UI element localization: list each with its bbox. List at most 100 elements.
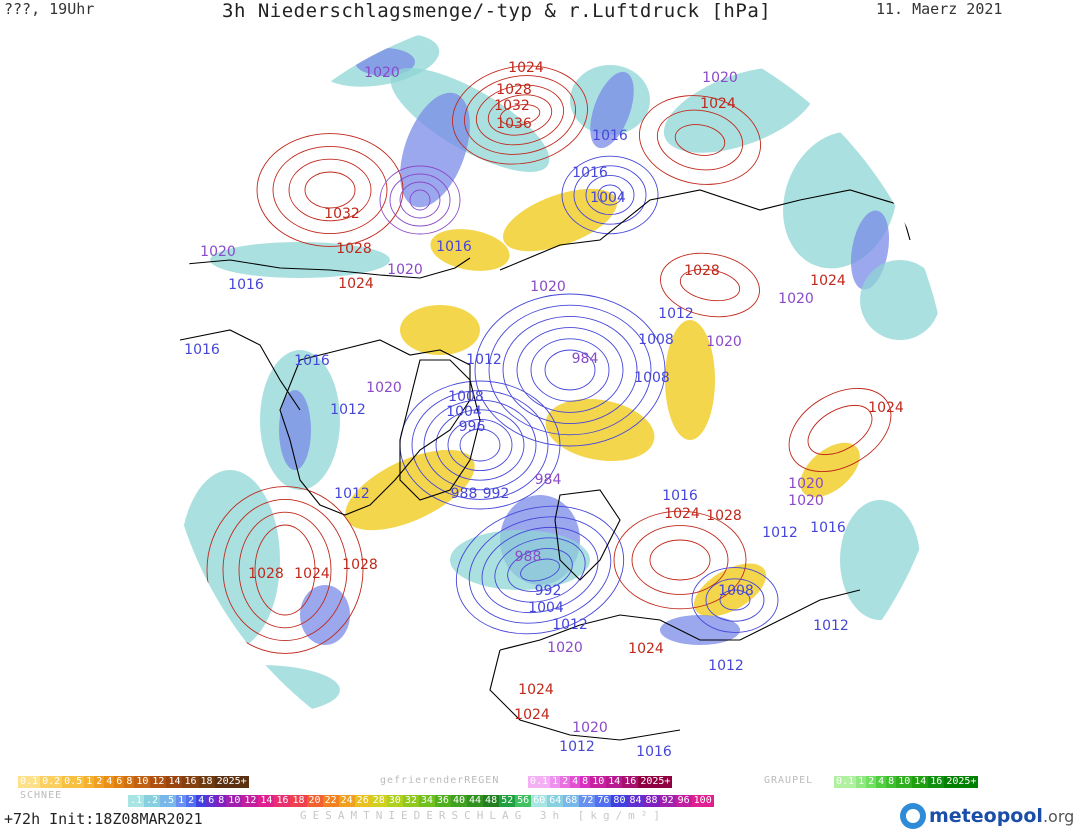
- legend-swatch: 44: [467, 795, 484, 807]
- pressure-label: 1012: [658, 306, 694, 322]
- legend-swatch: 0.1: [834, 776, 857, 788]
- isobar: [379, 165, 461, 235]
- coastline: [554, 489, 621, 581]
- isobar: [719, 589, 751, 611]
- legend-swatch: 80: [611, 795, 628, 807]
- legend-swatch: 16: [622, 776, 639, 788]
- legend-swatch: 2: [866, 776, 877, 788]
- coastline: [179, 329, 301, 411]
- isobar: [459, 428, 501, 462]
- pressure-label: 1016: [228, 277, 264, 293]
- isobar: [488, 304, 652, 436]
- pressure-label: 1036: [496, 116, 532, 132]
- precip-area: [279, 390, 311, 470]
- isobar: [573, 165, 647, 225]
- pressure-label: 1012: [334, 486, 370, 502]
- legend-swatch: 10: [896, 776, 913, 788]
- pressure-label-layer: 1020 1024 1028 1032 1036 1020 1024 1016 1016 1004…: [184, 60, 904, 760]
- legend-swatch: 40: [450, 795, 467, 807]
- pressure-label: 988: [451, 486, 478, 502]
- isobar: [304, 171, 356, 209]
- legend-swatch: 2: [94, 776, 105, 788]
- legend-swatch: 14: [912, 776, 929, 788]
- coastline-layer: [174, 189, 911, 741]
- legend-swatch: .1: [128, 795, 145, 807]
- isobar: [597, 184, 623, 206]
- legend-swatch: 8: [124, 776, 135, 788]
- legend-swatch: 28: [370, 795, 387, 807]
- pressure-label: 1024: [664, 506, 700, 522]
- pressure-label: 996: [459, 419, 486, 435]
- precip-area: [660, 615, 740, 645]
- isobar: [638, 95, 762, 185]
- polar-map: 1020 1024 1028 1032 1036 1020 1024 1016 1016 1004…: [174, 33, 940, 760]
- pressure-label: 1016: [436, 239, 472, 255]
- pressure-label: 1016: [662, 488, 698, 504]
- legend-swatch: 2025+: [638, 776, 673, 788]
- pressure-label: 1024: [338, 276, 374, 292]
- coastline: [174, 257, 471, 279]
- precip-area: [590, 71, 634, 149]
- pressure-label: 1008: [448, 389, 484, 405]
- isobar: [222, 498, 348, 642]
- isobar: [463, 75, 577, 155]
- pressure-label: 1020: [200, 244, 236, 260]
- meteopool-logo[interactable]: meteopool .org: [900, 803, 1074, 829]
- isobar: [481, 526, 599, 614]
- legend-swatch: 26: [354, 795, 371, 807]
- pressure-label: 1024: [810, 273, 846, 289]
- isobar: [544, 349, 596, 391]
- freezing-rain-legend-label: gefrierenderREGEN: [380, 775, 500, 786]
- pressure-label: 1004: [528, 600, 564, 616]
- legend-swatch: 0.2: [40, 776, 63, 788]
- pressure-label: 1032: [494, 98, 530, 114]
- precip-area: [430, 229, 510, 271]
- isobar: [674, 124, 726, 156]
- isobar: [561, 155, 659, 235]
- pressure-label: 1012: [466, 352, 502, 368]
- isobar: [411, 390, 549, 500]
- legend-swatch: 4: [876, 776, 887, 788]
- legend-swatch: 1: [84, 776, 95, 788]
- logo-icon: [900, 803, 926, 829]
- pressure-label: 1016: [636, 744, 672, 760]
- isobar: [507, 548, 573, 592]
- isobar: [468, 516, 612, 624]
- pressure-label: 1020: [387, 262, 423, 278]
- pressure-label: 1024: [508, 60, 544, 76]
- pressure-label: 1008: [634, 370, 670, 386]
- isobar: [238, 511, 332, 629]
- isobar: [206, 486, 364, 654]
- pressure-label: 1028: [248, 566, 284, 582]
- legend-swatch: 16: [928, 776, 945, 788]
- precip-area: [800, 442, 860, 498]
- pressure-label: 1024: [700, 96, 736, 112]
- precip-area: [300, 585, 350, 645]
- isobar: [475, 84, 565, 146]
- pressure-label: 984: [572, 351, 599, 367]
- legend-swatch: 4: [196, 795, 207, 807]
- legend-swatch: 68: [563, 795, 580, 807]
- map-date: 11. Maerz 2021: [876, 0, 1003, 18]
- legend-swatch: 34: [418, 795, 435, 807]
- isobar: [516, 327, 624, 413]
- freezing-rain-legend: 0.1 1 2 4 8 10 14 16 2025+: [528, 776, 673, 788]
- precip-area: [180, 665, 340, 715]
- pressure-label: 1012: [552, 617, 588, 633]
- legend-swatch: 2025+: [214, 776, 249, 788]
- legend-swatch: 52: [499, 795, 516, 807]
- coastline: [499, 589, 861, 651]
- legend-swatch: 4: [570, 776, 581, 788]
- isobar: [631, 525, 729, 595]
- isobar: [288, 158, 372, 222]
- isobar: [487, 94, 553, 136]
- legend-swatch: 10: [134, 776, 151, 788]
- isobar: [399, 181, 441, 219]
- isobar: [435, 409, 525, 481]
- pressure-label: 1024: [868, 400, 904, 416]
- legend-swatch: 88: [643, 795, 660, 807]
- precip-area: [783, 131, 897, 269]
- isobar: [389, 173, 451, 227]
- legend-swatch: 0.1: [18, 776, 41, 788]
